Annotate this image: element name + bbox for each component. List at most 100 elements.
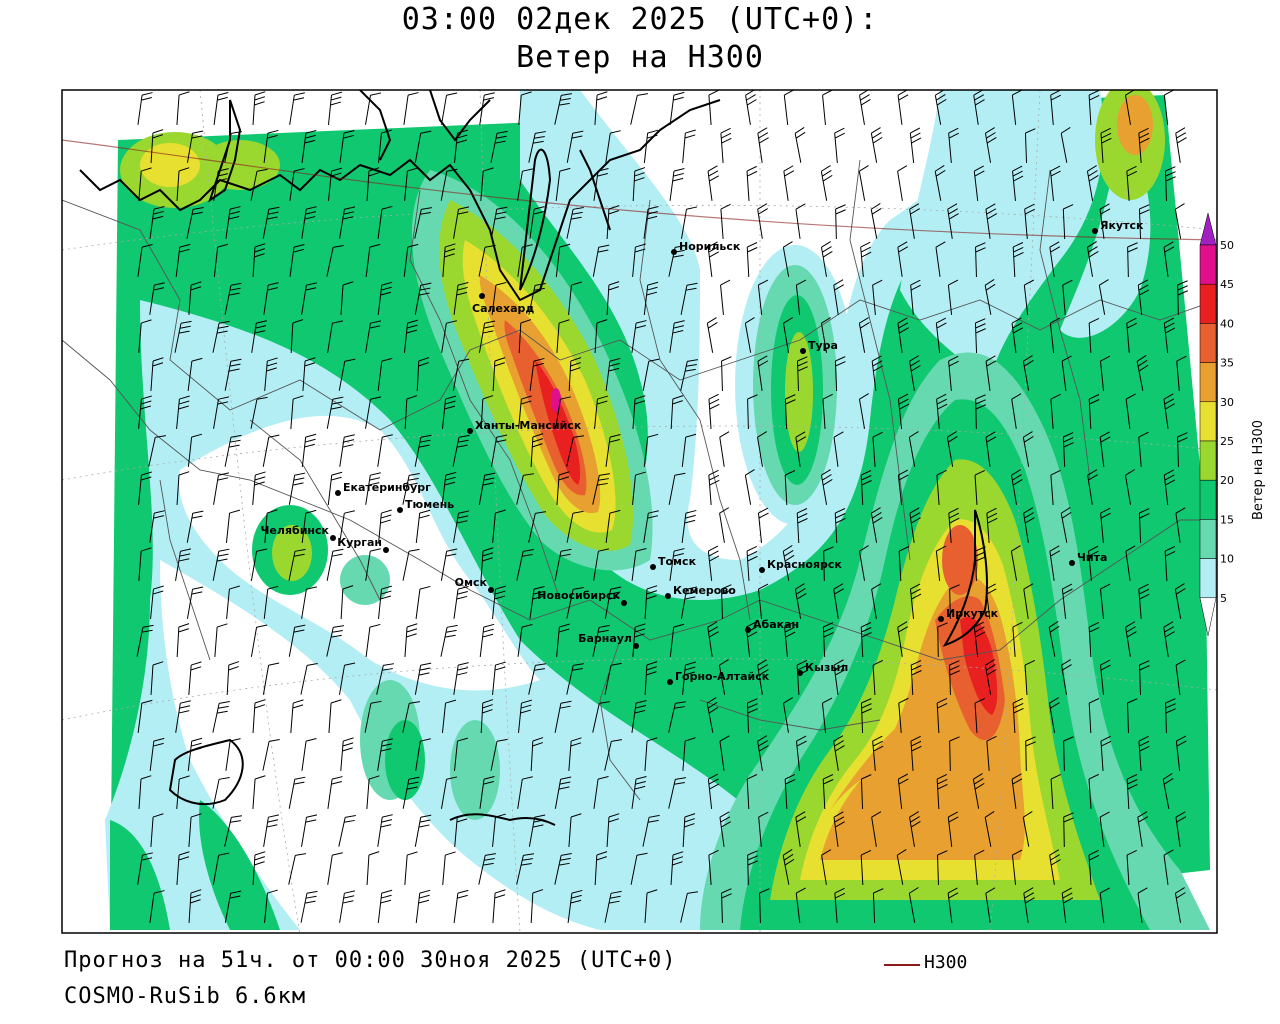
wind-barb xyxy=(402,548,420,581)
wind-barb xyxy=(908,887,919,923)
wind-barb xyxy=(1138,431,1149,467)
wind-barb xyxy=(176,395,190,429)
wind-barb xyxy=(415,509,431,543)
wind-barb xyxy=(1175,659,1186,695)
wind-barb xyxy=(1049,317,1061,353)
wind-barb xyxy=(214,623,228,657)
wind-barb xyxy=(288,776,306,809)
wind-barb xyxy=(707,773,720,809)
wind-barb xyxy=(150,585,164,619)
wind-barb xyxy=(566,435,585,467)
wind-barb xyxy=(138,319,152,353)
wind-barbs xyxy=(136,90,1188,924)
wind-barb xyxy=(1125,545,1136,581)
wind-barb xyxy=(606,813,620,848)
wind-barb xyxy=(872,659,884,696)
wind-barb xyxy=(936,469,947,505)
colorbar-tick-label: 30 xyxy=(1220,396,1234,409)
wind-barb xyxy=(974,849,985,885)
wind-barb xyxy=(327,167,343,201)
wind-barb xyxy=(1010,469,1023,505)
wind-barb xyxy=(706,317,718,353)
wind-barb xyxy=(366,775,380,809)
wind-barb xyxy=(796,508,808,544)
wind-barb xyxy=(213,472,230,505)
wind-barb xyxy=(1138,583,1150,619)
wind-barb xyxy=(528,282,546,315)
wind-barb xyxy=(975,242,986,278)
wind-barb xyxy=(225,509,241,543)
wind-barb xyxy=(670,395,684,430)
wind-barb xyxy=(974,697,985,734)
wind-barb xyxy=(593,548,610,581)
wind-barb xyxy=(150,129,164,164)
wind-barb xyxy=(708,469,720,505)
wind-barb xyxy=(644,889,658,923)
wind-barb xyxy=(757,279,769,315)
wind-barb xyxy=(440,92,458,125)
wind-barb xyxy=(377,738,393,771)
wind-barb xyxy=(668,244,686,277)
wind-barb xyxy=(606,281,620,316)
wind-barb xyxy=(479,92,495,125)
wind-barb xyxy=(719,431,730,467)
wind-barb xyxy=(516,549,534,581)
wind-barb xyxy=(757,583,769,619)
wind-barb xyxy=(213,168,229,201)
wind-barb xyxy=(1164,166,1176,202)
wind-barb xyxy=(187,737,203,771)
wind-barb xyxy=(338,815,356,847)
wind-barb xyxy=(566,206,584,239)
wind-barb xyxy=(975,394,986,430)
wind-barb xyxy=(872,279,883,315)
wind-barb xyxy=(212,776,230,809)
wind-barb xyxy=(681,509,697,543)
wind-barb xyxy=(404,167,418,201)
colorbar-box xyxy=(1199,323,1217,363)
wind-barb xyxy=(719,811,731,847)
wind-barb xyxy=(1012,698,1024,734)
wind-barb xyxy=(949,736,960,772)
wind-barb xyxy=(528,663,547,695)
wind-barb xyxy=(1088,698,1100,734)
wind-barb xyxy=(668,777,687,809)
wind-barb xyxy=(680,282,698,315)
wind-barb xyxy=(289,92,305,125)
wind-barb xyxy=(746,545,758,582)
wind-barb xyxy=(680,586,698,619)
wind-barb xyxy=(264,889,278,923)
city-dot xyxy=(797,670,803,676)
wind-barb xyxy=(212,701,230,733)
wind-barb xyxy=(327,852,343,885)
wind-barb xyxy=(757,507,769,543)
wind-barb xyxy=(377,357,393,391)
wind-barb xyxy=(668,472,686,505)
wind-barb xyxy=(1088,849,1100,885)
wind-barb xyxy=(555,167,571,201)
wind-barb xyxy=(264,357,278,391)
colorbar-box xyxy=(1199,401,1217,442)
wind-barb xyxy=(187,357,203,391)
wind-barb xyxy=(224,890,242,923)
wind-barb xyxy=(1162,773,1174,809)
wind-barb xyxy=(834,508,846,544)
wind-barb xyxy=(871,811,882,847)
wind-barb xyxy=(682,129,696,163)
wind-barb xyxy=(796,356,808,392)
wind-barb xyxy=(224,434,242,467)
wind-barb xyxy=(872,888,884,924)
wind-barb xyxy=(530,889,544,924)
wind-barb xyxy=(554,776,572,809)
wind-barb xyxy=(262,662,280,695)
wind-barb xyxy=(339,510,355,543)
wind-barb xyxy=(947,887,959,923)
wind-barb xyxy=(555,243,571,277)
wind-barb xyxy=(784,394,796,430)
wind-barb xyxy=(796,735,807,771)
wind-barb xyxy=(138,775,152,810)
wind-barb xyxy=(973,90,985,125)
model-name: COSMO-RuSib 6.6км xyxy=(64,984,307,1009)
wind-barb xyxy=(604,586,622,619)
wind-barb xyxy=(860,622,872,658)
wind-barb xyxy=(1126,165,1138,201)
